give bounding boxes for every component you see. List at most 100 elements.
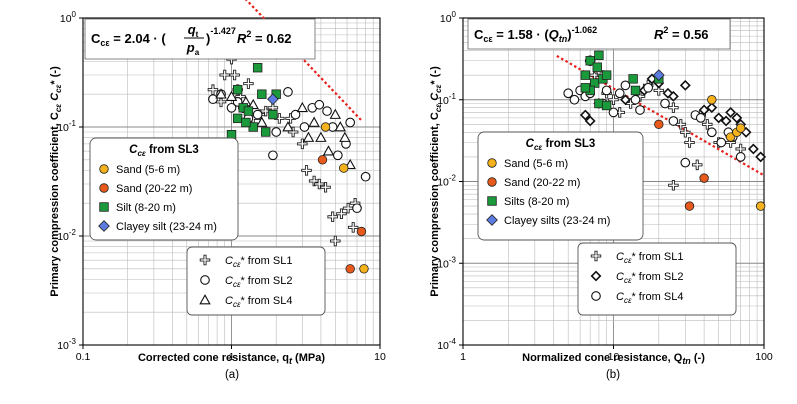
legend-marker [99,202,109,212]
legend-sl-label: Ccε* from SL4 [225,295,292,309]
text-span: cε [434,104,443,112]
data-point [691,159,703,171]
text-span: from SL3 [146,144,199,156]
data-point [229,69,240,81]
text-span: R [654,27,664,42]
data-point [660,98,670,109]
legend-sl3-label: Sand (20-22 m) [504,177,580,189]
data-point [720,115,732,127]
y-tick-label: 10-1 [57,119,76,134]
text-span: p [186,40,195,55]
x-tick-label: 1 [460,351,466,363]
data-point [359,264,369,274]
series-sand-20-22-m- [654,119,709,211]
text-span: Sand (20-22 m) [504,177,580,189]
text-span: 100 [755,351,773,363]
data-point [297,138,308,150]
x-tick-label: 10 [608,351,620,363]
data-point [628,74,638,84]
data-point [684,137,695,148]
text-span: 10 [608,351,620,363]
data-point [268,150,278,161]
legend-sl3-title: Ccε from SL3 [526,138,596,152]
data-point [680,157,691,168]
legend-marker [200,275,210,285]
y-axis-label: Primary compression coefficient, Ccε Ccε… [429,66,443,297]
text-span: -4 [449,337,457,346]
text-span: 10 [440,13,452,25]
legend-marker [99,183,109,193]
text-span: Primary compression coefficient, C [429,112,441,297]
data-point [735,123,746,133]
data-point [725,106,737,118]
series-sand-20-22-m- [317,155,367,274]
data-point [282,121,294,132]
data-point [679,79,691,91]
series-clayey-silt-23-24-m- [267,93,279,106]
data-point [619,94,631,106]
r-squared: R2 = 0.62 [237,29,292,46]
text-span: (a) [225,369,239,381]
data-point [232,113,243,124]
data-point [252,62,263,73]
text-span: * from SL4 [240,295,292,307]
data-point [352,203,362,214]
data-point [601,70,612,80]
data-point [614,88,625,99]
text-span: cε [534,143,542,152]
text-span: -2 [449,174,457,183]
text-span: · ( [150,31,167,46]
text-span: Sand (5-6 m) [116,164,180,176]
data-point [330,235,341,247]
data-point [668,102,679,113]
data-point [635,105,645,115]
text-span: Sand (20-22 m) [116,183,192,195]
y-tick-label: 10-2 [437,174,456,189]
legend-sl3-label: Sand (5-6 m) [116,164,180,176]
data-point [327,211,338,223]
text-span: -3 [69,337,77,346]
data-point [296,101,309,113]
legend-sl-label: Ccε* from SL1 [225,255,292,269]
text-span: Silts (8-20 m) [504,196,569,208]
data-point [735,152,746,162]
data-point [290,109,301,120]
data-point [725,132,736,142]
data-point [225,90,238,101]
legend-sl3-label: Silt (8-20 m) [116,202,176,214]
text-span: (b) [606,369,620,381]
data-point [243,106,254,116]
data-point [283,87,293,97]
x-axis-label: Corrected cone resistance, qt (MPa) [138,352,325,366]
text-span: cε [54,84,63,92]
legend-marker [590,270,602,282]
data-point [232,84,243,95]
text-span: 2 [246,29,251,39]
y-tick-label: 100 [440,10,457,25]
x-axis-label: Normalized cone resistance, Qtn (-) [522,352,705,366]
text-span: 10 [60,13,72,25]
data-point [345,117,356,128]
legend-sl3-box [89,137,239,241]
data-point [695,113,706,123]
text-span: 1 [229,351,235,363]
text-span: C [526,138,535,150]
data-point [322,145,335,156]
legend-sl-box [186,246,326,316]
text-span: Sand (5-6 m) [504,158,568,170]
data-point [579,109,591,121]
text-span: cε [54,104,63,112]
series-silt-8-20-m- [226,62,281,140]
text-span: cε [233,280,241,289]
data-point [215,88,227,99]
x-tick-label: 0.1 [76,351,91,363]
text-span: (MPa) [292,352,325,364]
data-point [317,155,328,165]
text-span: cε [624,296,632,305]
data-point [667,90,679,102]
legend-sl-box [577,242,737,316]
text-span: 10 [437,177,449,189]
